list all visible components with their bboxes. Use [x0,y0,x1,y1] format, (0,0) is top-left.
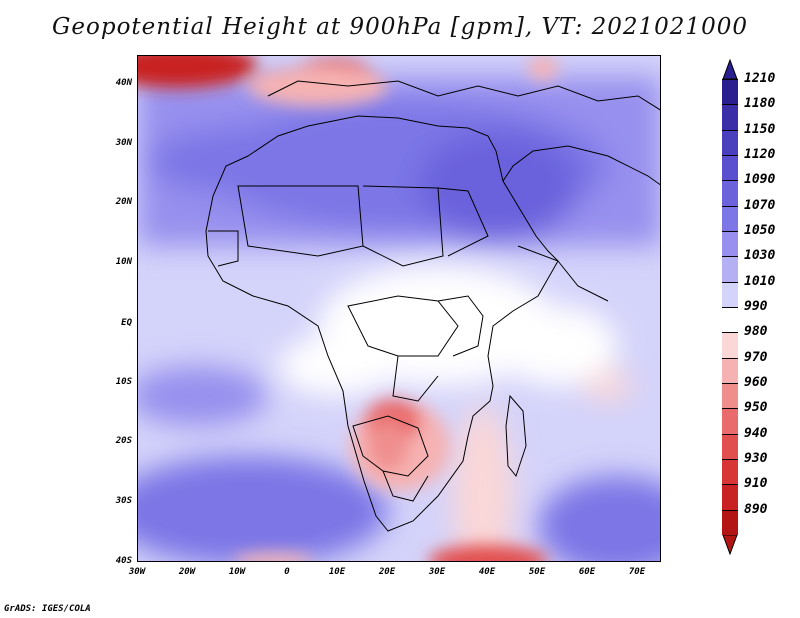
colorbar-label: 910 [744,476,768,492]
lat-label-30n: 30N [115,138,132,148]
lon-label-20w: 20W [178,567,196,577]
colorbar-segment [722,256,738,282]
colorbar-segment [722,408,738,434]
colorbar-label: 890 [744,501,768,517]
colorbar-label: 990 [744,299,768,314]
colorbar-segment [722,484,738,510]
lon-label-60e: 60E [578,567,596,577]
colorbar-segment [722,433,738,459]
lon-label-30e: 30E [428,567,446,577]
colorbar-segment [722,231,738,257]
colorbar-label: 1120 [744,147,776,162]
colorbar-label: 1010 [744,273,776,289]
colorbar-label: 1090 [744,172,776,188]
colorbar-label: 1210 [744,71,776,86]
lat-label-20n: 20N [115,197,132,207]
colorbar-label: 980 [744,324,768,340]
geopotential-map [138,56,660,561]
colorbar-label: 950 [744,400,768,416]
lon-label-30w: 30W [128,567,146,577]
colorbar-label: 1070 [744,197,776,213]
colorbar-segment [722,459,738,485]
colorbar-segment [722,383,738,409]
colorbar-segment [722,281,738,307]
lon-label-50e: 50E [528,567,546,577]
lat-label-30s: 30S [115,496,132,506]
low-field [138,56,558,561]
colorbar-label: 930 [744,451,768,466]
lat-label-eq: EQ [121,318,132,328]
colorbar-label: 960 [744,375,768,390]
colorbar-segment [722,180,738,206]
colorbar [722,79,738,535]
colorbar-segment [722,357,738,383]
map-title: Geopotential Height at 900hPa [gpm], VT:… [52,14,748,40]
lat-label-40s: 40S [115,556,132,566]
colorbar-segment [722,307,738,333]
colorbar-label: 970 [744,349,768,365]
lon-label-0: 0 [284,567,290,577]
colorbar-segment [722,332,738,358]
lat-label-20s: 20S [115,436,132,446]
height-field [138,76,660,561]
coastlines [205,80,660,532]
lat-label-10s: 10S [115,377,132,387]
colorbar-label: 940 [744,425,768,441]
colorbar-label: 1050 [744,223,776,238]
colorbar-label: 1180 [744,96,776,112]
colorbar-segment [722,129,738,155]
credit-footer: GrADS: IGES/COLA [4,604,91,614]
colorbar-bottom-arrow [722,535,738,555]
colorbar-top-arrow [722,59,738,79]
lon-label-10e: 10E [328,567,346,577]
lon-label-70e: 70E [628,567,646,577]
colorbar-label: 1030 [744,248,776,264]
colorbar-segment [722,509,738,535]
lon-label-20e: 20E [378,567,396,577]
colorbar-segment [722,205,738,231]
lon-label-10w: 10W [228,567,246,577]
colorbar-segment [722,79,738,105]
colorbar-label: 1150 [744,121,776,137]
lat-label-10n: 10N [115,257,132,267]
map-plot-area [137,55,661,562]
colorbar-segment [722,155,738,181]
colorbar-segment [722,104,738,130]
lat-label-40n: 40N [115,78,132,88]
lon-label-40e: 40E [478,567,496,577]
